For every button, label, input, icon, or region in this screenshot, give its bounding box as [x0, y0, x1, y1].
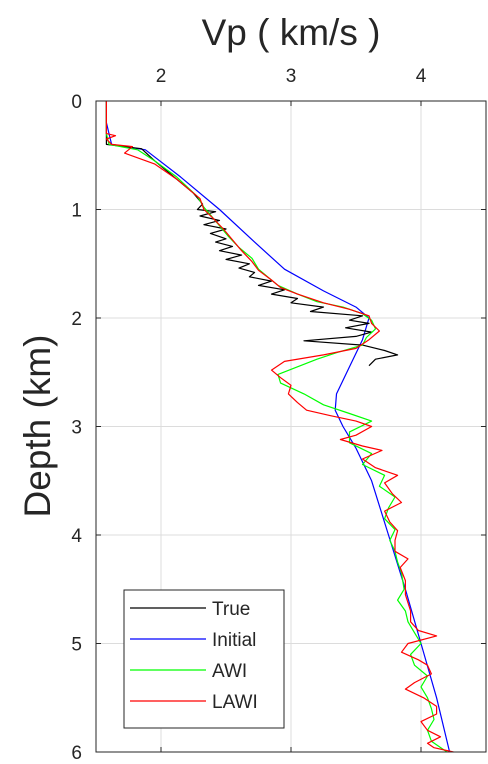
series-line-true [105, 101, 399, 367]
y-axis-title: Depth (km) [17, 335, 58, 518]
x-tick-label: 2 [156, 66, 167, 87]
x-tick-label: 4 [416, 66, 427, 87]
y-tick-label: 0 [71, 92, 82, 113]
legend-label-initial: Initial [212, 630, 256, 651]
y-tick-label: 5 [71, 635, 82, 656]
x-axis-title: Vp ( km/s ) [202, 12, 381, 53]
legend-label-lawi: LAWI [212, 692, 258, 713]
y-tick-label: 2 [71, 309, 82, 330]
y-tick-label: 3 [71, 418, 82, 439]
y-tick-label: 1 [71, 201, 82, 222]
series-line-lawi [105, 101, 454, 753]
legend: True Initial AWI LAWI [123, 589, 285, 729]
series-group [105, 101, 454, 753]
y-tick-label: 6 [71, 743, 82, 764]
x-tick-label: 3 [286, 66, 297, 87]
legend-label-true: True [212, 599, 250, 620]
y-tick-label: 4 [71, 526, 82, 547]
legend-label-awi: AWI [212, 661, 247, 682]
ticks: 2 3 4 0 1 2 3 4 5 6 [71, 66, 486, 764]
legend-box [123, 589, 285, 729]
